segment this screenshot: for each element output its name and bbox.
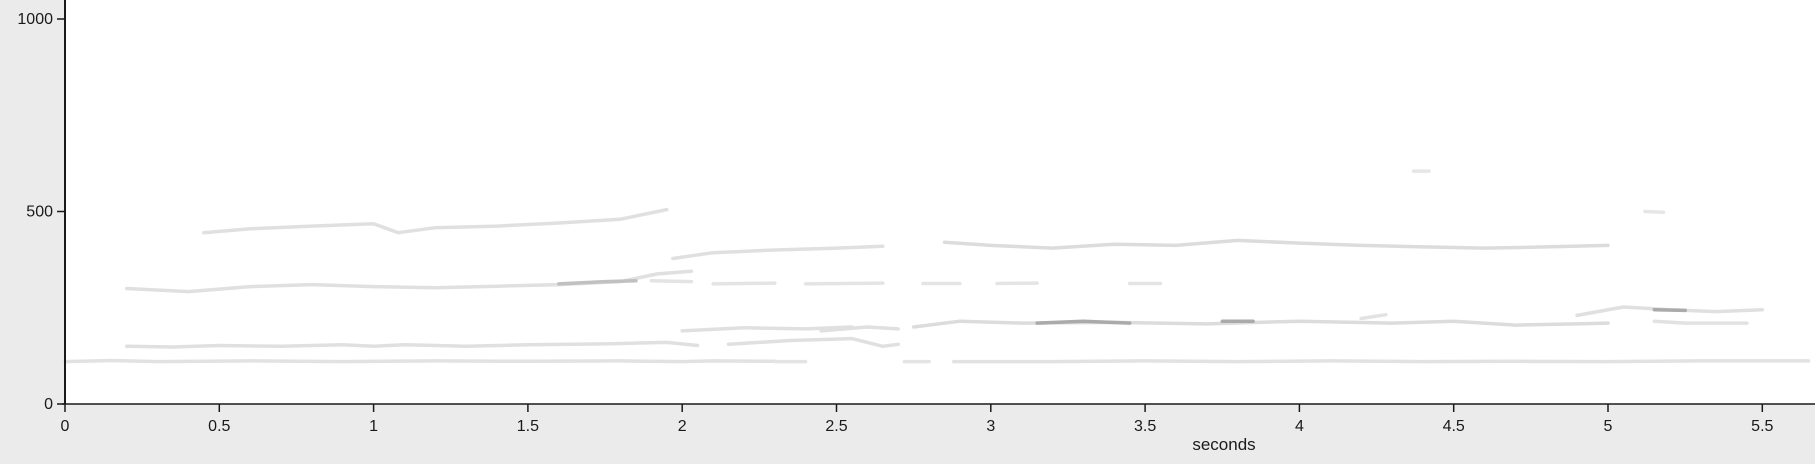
x-tick-label: 5 [1604,418,1613,435]
plot-area [65,0,1815,404]
pitch-trace-4 [124,340,700,349]
pitch-trace-11 [1359,312,1388,321]
pitch-trace-3 [952,359,1811,364]
pitch-trace-24 [671,244,885,261]
y-ticks: 0 500 1000 [17,11,65,413]
pitch-trace-15 [124,269,694,294]
x-tick-label: 4.5 [1443,418,1465,435]
pitch-trace-8 [911,319,1610,329]
pitch-trace-14 [1652,319,1749,325]
pitch-trace-6 [726,336,900,349]
x-tick-label: 3 [986,418,995,435]
y-tick-label: 1000 [17,11,53,28]
pitch-trace-7 [819,325,900,333]
x-axis-title: seconds [1192,435,1255,454]
pitch-trace-18 [711,281,777,286]
pitch-trace-5 [680,325,854,333]
x-tick-label: 2.5 [825,418,847,435]
x-tick-label: 0 [61,418,70,435]
y-tick-label: 0 [44,396,53,413]
x-ticks: 0 0.5 1 1.5 2 2.5 3 3.5 4 4.5 5 5.5 [61,404,1774,435]
x-tick-label: 1 [369,418,378,435]
pitch-trace-16 [557,279,638,286]
pitch-trace-25 [942,238,1610,250]
pitch-trace-19 [803,281,885,286]
pitch-trace-0 [63,358,777,364]
x-tick-label: 5.5 [1751,418,1773,435]
pitch-trace-17 [649,279,694,284]
series-layer [63,169,1811,364]
pitch-trace-27 [1643,209,1666,215]
y-tick-label: 500 [26,204,53,221]
pitch-trace-23 [202,207,669,235]
x-tick-label: 0.5 [208,418,230,435]
x-tick-label: 1.5 [517,418,539,435]
x-tick-label: 3.5 [1134,418,1156,435]
pitch-trace-13 [1652,307,1687,313]
x-tick-label: 2 [678,418,687,435]
pitch-trace-9 [1035,319,1132,325]
x-tick-label: 4 [1295,418,1304,435]
